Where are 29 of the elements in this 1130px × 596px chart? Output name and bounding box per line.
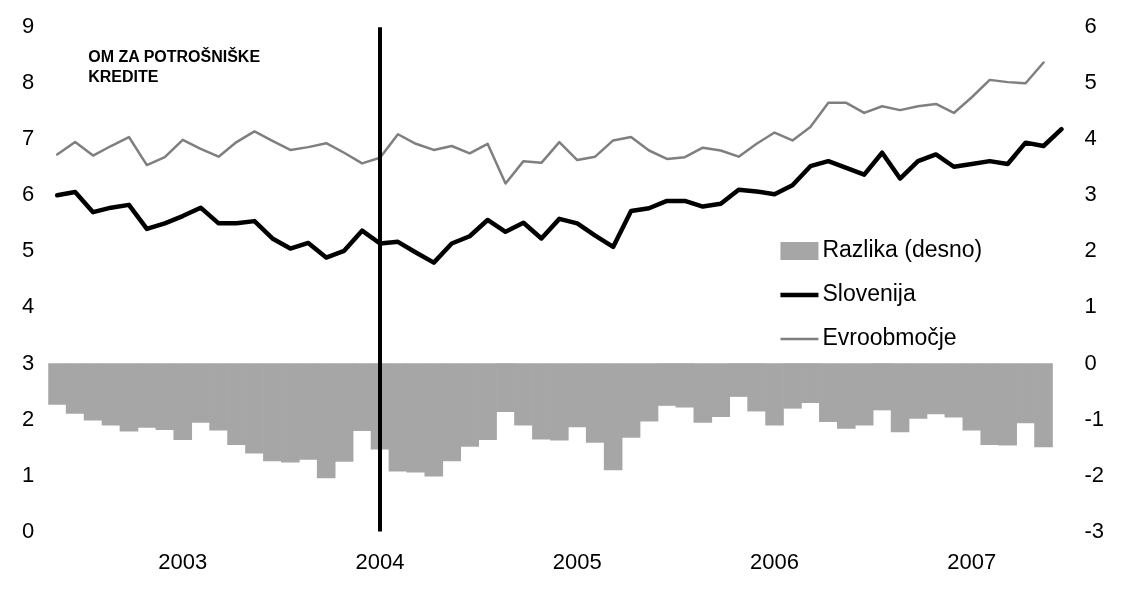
y-tick-label: 3: [21, 349, 35, 375]
y-tick-label: 0: [21, 517, 35, 543]
legend-label: Slovenija: [822, 280, 916, 307]
legend-label: Evroobmočje: [822, 324, 957, 351]
y2-tick-label: -3: [1084, 517, 1104, 543]
annotation: OM ZA POTROŠNIŠKE KREDITE: [88, 46, 261, 85]
y2-tick-label: 3: [1084, 181, 1097, 207]
x-tick-label: 2005: [552, 548, 602, 574]
y2-tick-label: -1: [1084, 405, 1104, 431]
y2-tick-label: -2: [1084, 461, 1104, 487]
legend-label: Razlika (desno): [822, 236, 983, 263]
x-tick-label: 2004: [355, 548, 405, 574]
x-tick-label: 2003: [158, 548, 208, 574]
y-tick-label: 8: [21, 69, 35, 95]
x-tick-label: 2006: [750, 548, 800, 574]
y-tick-label: 1: [21, 461, 35, 487]
y2-tick-label: 6: [1084, 13, 1097, 39]
y-tick-label: 4: [21, 293, 35, 319]
y2-tick-label: 0: [1084, 349, 1097, 375]
y-tick-label: 9: [21, 13, 35, 39]
y2-tick-label: 1: [1084, 293, 1097, 319]
y-tick-label: 7: [21, 125, 35, 151]
y-tick-label: 5: [21, 237, 35, 263]
y2-tick-label: 5: [1084, 69, 1097, 95]
y-tick-label: 6: [21, 181, 35, 207]
y2-tick-label: 4: [1084, 125, 1097, 151]
y-tick-label: 2: [21, 405, 35, 431]
x-tick-label: 2007: [947, 548, 997, 574]
y2-tick-label: 2: [1084, 237, 1097, 263]
